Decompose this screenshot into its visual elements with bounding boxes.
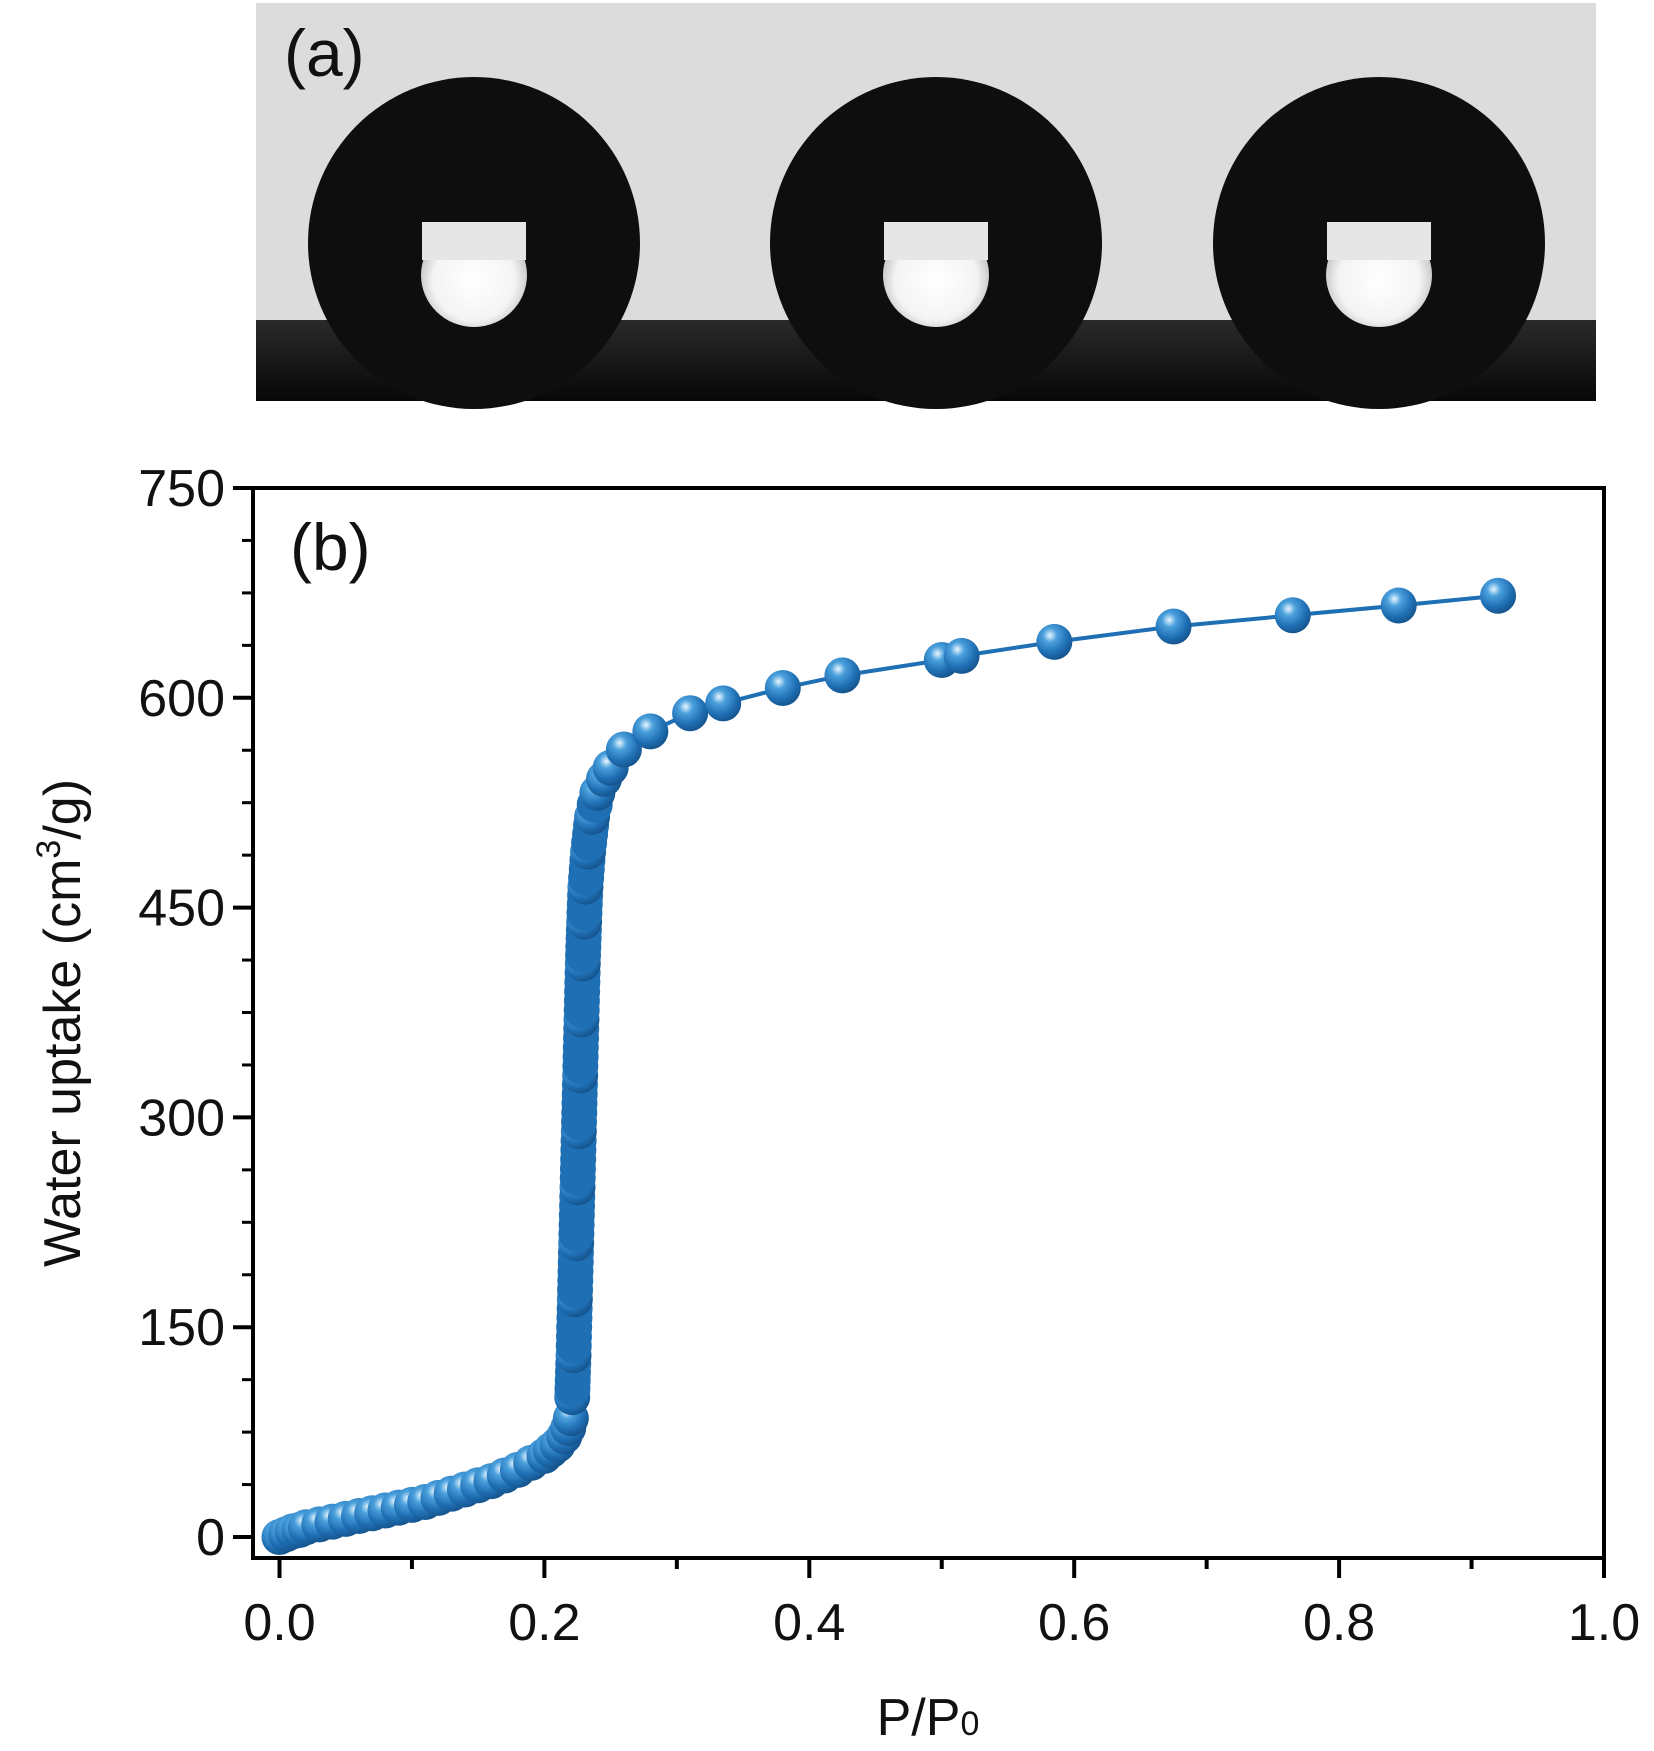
y-tick-label: 450 xyxy=(138,880,225,938)
x-axis-label-main: P/P xyxy=(877,1689,961,1747)
y-axis-label-end: /g) xyxy=(34,779,92,840)
water-droplet xyxy=(1213,77,1545,409)
data-point xyxy=(1480,577,1517,614)
data-point xyxy=(1036,623,1073,660)
axis-ticks: 0.0 0.2 0.4 0.6 0.8 1.0 0 150 300 450 600 750 xyxy=(138,460,1640,1652)
x-axis-label-sub: 0 xyxy=(960,1705,979,1743)
series-water-uptake xyxy=(261,577,1517,1556)
x-tick-label: 0.4 xyxy=(773,1594,845,1652)
data-point xyxy=(705,685,742,722)
series-line xyxy=(278,593,1499,1539)
y-tick-label: 0 xyxy=(196,1509,225,1567)
data-point xyxy=(764,670,801,707)
panel-b-label: (b) xyxy=(290,510,371,584)
y-tick-label: 750 xyxy=(138,460,225,518)
data-point xyxy=(943,637,980,674)
panel-a-photo: (a) xyxy=(256,3,1596,409)
y-axis-label-main: Water uptake (cm xyxy=(34,859,92,1267)
data-point xyxy=(605,731,642,768)
data-point xyxy=(1274,597,1311,634)
panel-b-chart: 0.0 0.2 0.4 0.6 0.8 1.0 0 150 300 450 600 750 (b) P… xyxy=(30,460,1640,1747)
y-axis-label: Water uptake (cm3/g) xyxy=(30,779,92,1267)
data-point xyxy=(1380,587,1417,624)
data-point xyxy=(632,713,669,750)
x-tick-label: 0.2 xyxy=(508,1594,580,1652)
data-point xyxy=(824,657,861,694)
x-axis-label: P/P0 xyxy=(877,1689,980,1747)
panel-a-label: (a) xyxy=(284,16,365,90)
y-tick-label: 600 xyxy=(138,670,225,728)
plot-frame xyxy=(251,486,1606,1560)
y-tick-label: 150 xyxy=(138,1299,225,1357)
data-point xyxy=(1155,608,1192,645)
y-tick-label: 300 xyxy=(138,1089,225,1147)
x-tick-label: 1.0 xyxy=(1568,1594,1640,1652)
data-point xyxy=(672,695,709,732)
x-tick-label: 0.6 xyxy=(1038,1594,1110,1652)
x-tick-label: 0.0 xyxy=(243,1594,315,1652)
water-droplet xyxy=(770,77,1102,409)
water-droplet xyxy=(308,77,640,409)
x-tick-label: 0.8 xyxy=(1303,1594,1375,1652)
y-axis-label-sup: 3 xyxy=(30,840,68,859)
